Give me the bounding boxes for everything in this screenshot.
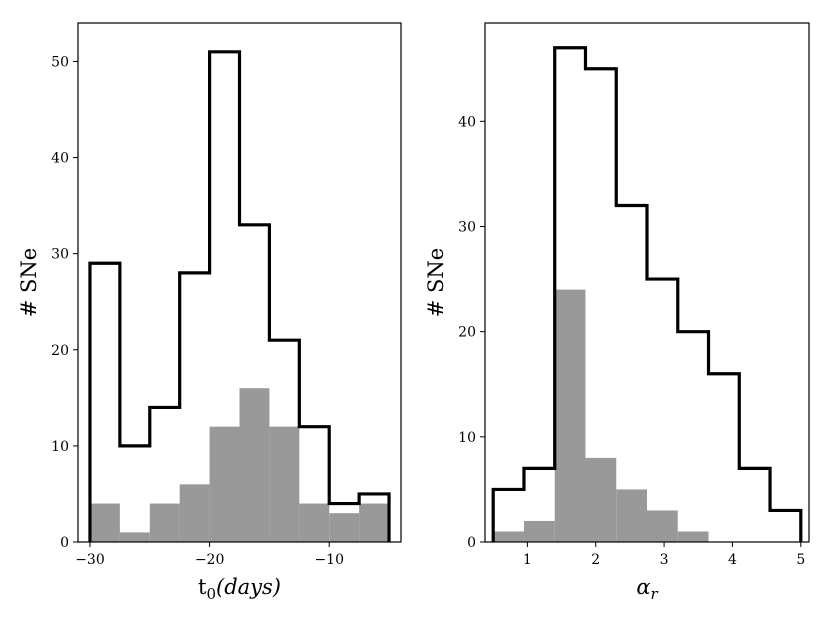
plot-frame (77, 22, 402, 543)
y-tick-label: 30 (51, 247, 69, 263)
y-axis-label: # SNe (424, 248, 448, 317)
filled-bar (647, 510, 678, 542)
x-tick-label: 1 (523, 552, 532, 568)
filled-bar (149, 503, 180, 542)
filled-bar (554, 289, 586, 542)
x-tick-label: −10 (314, 552, 344, 568)
filled-bar (119, 532, 150, 542)
y-tick-label: 10 (51, 439, 69, 455)
y-tick-label: 50 (51, 54, 69, 70)
y-tick-label: 20 (51, 343, 69, 359)
x-axis-label-units: (days) (216, 575, 281, 599)
filled-bar (239, 388, 270, 542)
filled-bar (209, 426, 240, 542)
y-axis-label: # SNe (17, 248, 41, 317)
filled-bar (523, 520, 555, 542)
right-histogram-panel: 1 2 3 4 5 0 10 20 30 40 # SNe αr (424, 22, 810, 603)
x-tick-label: 4 (728, 552, 737, 568)
filled-bar (269, 426, 300, 542)
x-tick-label: 5 (796, 552, 805, 568)
y-tick-label: 40 (458, 114, 476, 130)
filled-bar (493, 531, 524, 542)
x-axis-label-main: t (198, 575, 207, 599)
filled-bar (89, 503, 120, 542)
y-tick-label: 30 (458, 219, 476, 235)
x-tick-label: 3 (660, 552, 669, 568)
y-tick-label: 0 (60, 535, 69, 551)
x-axis-label: t0(days) (198, 575, 281, 603)
filled-bar (329, 513, 360, 542)
y-tick-label: 40 (51, 151, 69, 167)
filled-bar (616, 489, 647, 542)
step-outline-series (88, 50, 391, 542)
x-tick-label: −30 (75, 552, 105, 568)
x-axis-label-main: α (636, 575, 650, 599)
filled-bar (677, 531, 709, 542)
filled-bar (299, 503, 330, 542)
x-tick-label: 2 (591, 552, 600, 568)
y-tick-label: 0 (467, 535, 476, 551)
x-tick-label: −20 (195, 552, 225, 568)
x-axis-label-subscript: r (651, 585, 659, 603)
y-tick-label: 20 (458, 325, 476, 341)
x-axis-label: αr (636, 575, 658, 603)
plot-frame (484, 22, 810, 543)
filled-bar (359, 503, 390, 542)
filled-bar (179, 484, 210, 542)
filled-bar (585, 457, 617, 542)
y-tick-label: 10 (458, 430, 476, 446)
step-outline-series (491, 46, 803, 542)
x-axis-label-subscript: 0 (206, 585, 216, 603)
